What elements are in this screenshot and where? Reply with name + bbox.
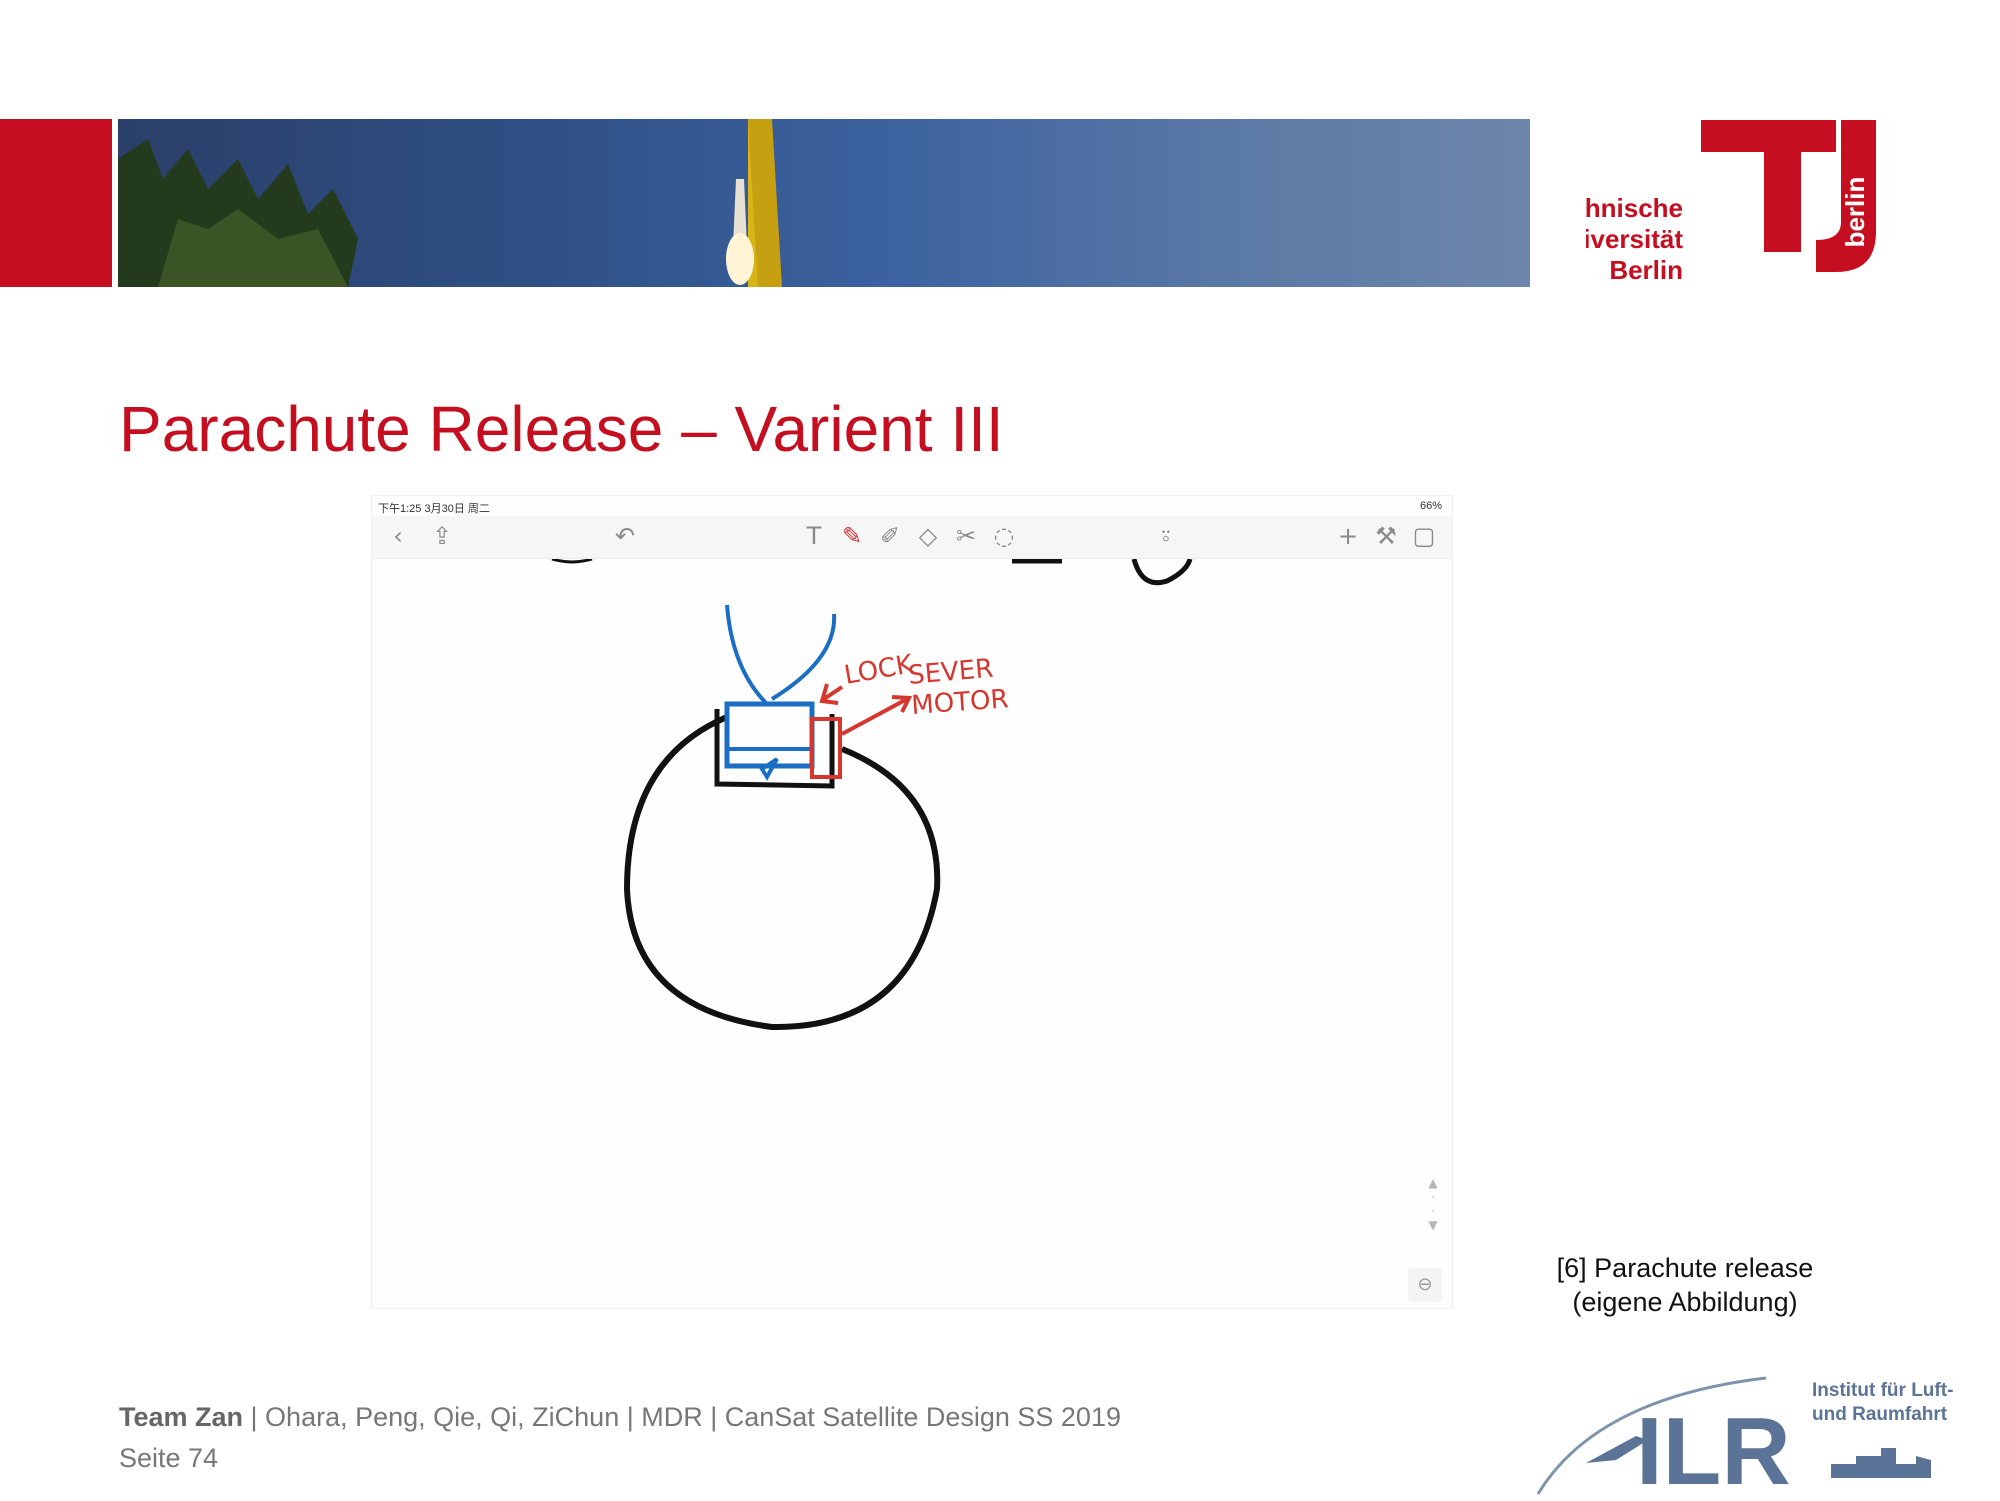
ilr-line-1: Institut für Luft-: [1812, 1380, 1953, 1401]
label-motor: MOTOR: [910, 684, 1009, 721]
header-red-block: [0, 119, 112, 287]
sketch-canvas[interactable]: LOCK SEVER MOTOR: [372, 559, 1452, 1308]
parachute-line-right: [770, 613, 837, 701]
caption-line-1: [6] Parachute release: [1556, 1253, 1814, 1283]
wrench-icon[interactable]: ⚒: [1375, 522, 1397, 550]
caption-line-2: (eigene Abbildung): [1572, 1287, 1798, 1317]
pages-icon[interactable]: ▢: [1412, 522, 1436, 550]
status-battery: 66%: [1419, 500, 1442, 512]
status-time: 下午1:25 3月30日 周二: [378, 503, 490, 515]
share-icon[interactable]: ⇪: [431, 522, 453, 550]
figure-caption: [6] Parachute release (eigene Abbildung): [1535, 1251, 1835, 1319]
eraser-icon[interactable]: ◇: [918, 522, 938, 550]
add-icon[interactable]: +: [1337, 522, 1359, 550]
logo-side-text: berlin: [1840, 177, 1870, 248]
label-lock: LOCK: [842, 649, 916, 691]
zoom-icon[interactable]: ⊖: [1408, 1268, 1442, 1302]
label-sever: SEVER: [907, 654, 995, 691]
header-banner-photo: [118, 119, 1530, 287]
text-icon[interactable]: T: [806, 522, 822, 550]
back-icon[interactable]: ‹: [393, 522, 403, 550]
microphone-icon[interactable]: ⍤: [1158, 522, 1174, 550]
footer-line: Team Zan | Ohara, Peng, Qie, Qi, ZiChun …: [119, 1402, 1121, 1433]
page-number: Seite 74: [119, 1443, 219, 1473]
footer-details: | Ohara, Peng, Qie, Qi, ZiChun | MDR | C…: [243, 1402, 1121, 1432]
lock-mechanism-sketch: [724, 701, 815, 769]
slide-title: Parachute Release – Varient III: [119, 393, 1004, 465]
ilr-logo: ILR Institut für Luft- und Raumfahrt: [1536, 1368, 1976, 1501]
pencil-icon[interactable]: ✐: [879, 522, 901, 550]
parachute-line-left: [725, 604, 769, 706]
lasso-icon[interactable]: ◌: [993, 522, 1015, 550]
page-scroll-indicator[interactable]: ▲ · · ▼: [1428, 1176, 1438, 1232]
tu-berlin-logo: Technische Universität Berlin berlin: [1542, 112, 1906, 302]
notes-app-screenshot: 下午1:25 3月30日 周二 66% ‹ ⇪ ↶ T ✎ ✐ ◇ ✂ ◌ ⍤ …: [371, 495, 1453, 1309]
app-toolbar: ‹ ⇪ ↶ T ✎ ✐ ◇ ✂ ◌ ⍤ + ⚒ ▢: [372, 516, 1452, 559]
sever-motor-sketch: [810, 717, 842, 779]
scissors-icon[interactable]: ✂: [955, 522, 977, 550]
logo-line-3: Berlin: [1609, 255, 1683, 285]
logo-line-2: Universität: [1586, 224, 1683, 254]
footer-team: Team Zan: [119, 1402, 244, 1432]
logo-line-1: Technische: [1586, 193, 1683, 223]
satellite-body-sketch: [623, 714, 941, 1031]
rocket-launch-photo: [118, 119, 782, 287]
ilr-acronym: ILR: [1636, 1398, 1791, 1496]
pen-icon[interactable]: ✎: [841, 522, 863, 550]
status-bar: 下午1:25 3月30日 周二 66%: [372, 496, 1452, 516]
ilr-line-2: und Raumfahrt: [1812, 1404, 1948, 1425]
undo-icon[interactable]: ↶: [614, 522, 636, 550]
